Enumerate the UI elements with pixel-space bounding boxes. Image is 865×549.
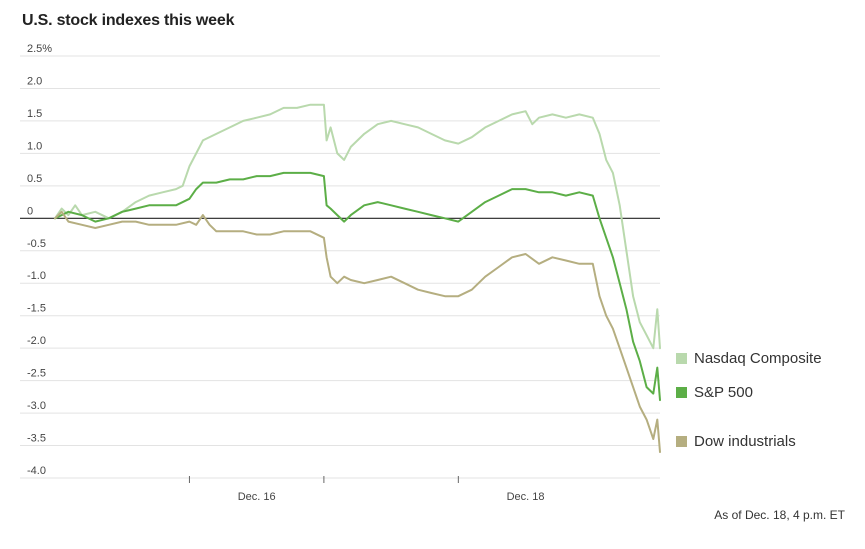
y-tick-label: -3.5 bbox=[27, 433, 46, 445]
x-tick-label: Dec. 18 bbox=[507, 491, 545, 503]
legend-label: Dow industrials bbox=[694, 433, 796, 450]
y-tick-label: 2.0 bbox=[27, 75, 42, 87]
legend-swatch bbox=[676, 387, 687, 398]
legend-label: Nasdaq Composite bbox=[694, 350, 822, 367]
y-tick-label: -1.0 bbox=[27, 270, 46, 282]
series-line-2 bbox=[54, 210, 661, 453]
y-tick-label: 2.5% bbox=[27, 43, 52, 55]
y-tick-label: -2.5 bbox=[27, 368, 46, 380]
y-tick-label: -0.5 bbox=[27, 238, 46, 250]
chart-title: U.S. stock indexes this week bbox=[22, 12, 235, 29]
x-axis: Dec. 16 Dec. 18 bbox=[188, 476, 545, 503]
y-tick-label: 0.5 bbox=[27, 173, 42, 185]
y-tick-label: 1.0 bbox=[27, 140, 42, 152]
legend-swatch bbox=[676, 353, 687, 364]
x-tick-label: Dec. 16 bbox=[238, 491, 276, 503]
y-tick-label: 0 bbox=[27, 205, 33, 217]
y-tick-label: 1.5 bbox=[27, 108, 42, 120]
legend: Nasdaq Composite S&P 500 Dow industrials bbox=[676, 350, 822, 450]
y-tick-label: -1.5 bbox=[27, 303, 46, 315]
grid bbox=[20, 55, 660, 479]
legend-swatch bbox=[676, 436, 687, 447]
series-line-1 bbox=[54, 171, 661, 402]
legend-label: S&P 500 bbox=[694, 384, 753, 401]
y-tick-label: -2.0 bbox=[27, 335, 46, 347]
y-tick-label: -3.0 bbox=[27, 400, 46, 412]
series-lines bbox=[54, 103, 661, 453]
footnote: As of Dec. 18, 4 p.m. ET bbox=[714, 508, 845, 522]
y-tick-label: -4.0 bbox=[27, 465, 46, 477]
y-axis: 2.5% 2.0 1.5 1.0 0.5 0 -0.5 -1.0 -1.5 -2.0 -2.5 -3.… bbox=[27, 43, 52, 477]
series-line-0 bbox=[54, 103, 661, 350]
